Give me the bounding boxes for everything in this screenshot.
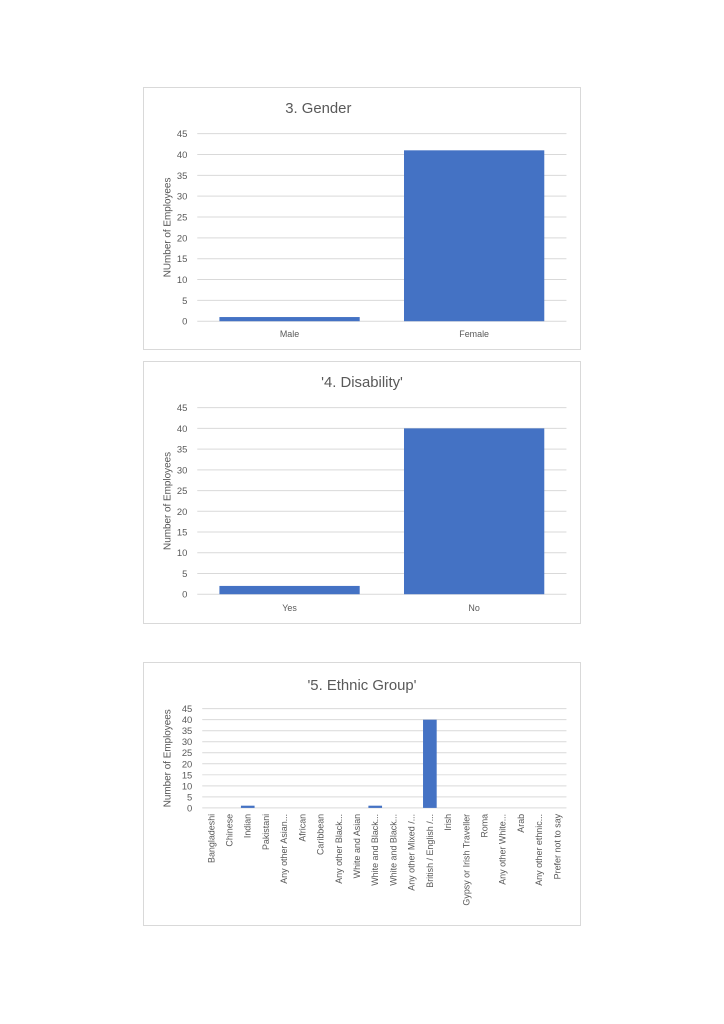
x-category-label: Irish [443, 814, 453, 831]
y-tick-label: 0 [182, 316, 187, 327]
x-category-label: Prefer not to say [552, 813, 562, 879]
y-tick-label: 25 [182, 747, 192, 758]
y-tick-label: 0 [182, 589, 187, 600]
y-tick-label: 40 [177, 423, 187, 434]
y-axis-label: Number of Employees [162, 709, 173, 807]
y-tick-label: 45 [177, 402, 187, 413]
chart-title: 3. Gender [285, 101, 351, 117]
x-category-label: Any other Black... [334, 814, 344, 884]
y-tick-label: 35 [177, 170, 187, 181]
disability-chart-svg: '4. Disability' 0 5 10 15 20 25 30 35 40 45 Number … [162, 375, 567, 613]
x-category-label: White and Black... [370, 814, 380, 886]
x-category-label: Any other Asian... [279, 814, 289, 884]
y-tick-label: 10 [177, 274, 187, 285]
x-category-label: British / English /... [425, 814, 435, 888]
x-category-label: Pakistani [261, 814, 271, 850]
x-category-label: Yes [282, 603, 297, 613]
y-tick-label: 15 [177, 253, 187, 264]
y-tick-label: 5 [187, 791, 192, 802]
y-tick-label: 15 [177, 527, 187, 538]
y-tick-label: 15 [182, 769, 192, 780]
x-category-label: Gypsy or Irish Traveller [461, 814, 471, 906]
x-category-label: Arab [516, 814, 526, 833]
y-axis-label: Number of Employees [162, 452, 173, 550]
bar [368, 805, 383, 808]
x-category-label: No [468, 603, 479, 613]
bar [403, 150, 545, 322]
y-tick-label: 30 [182, 736, 192, 747]
y-tick-label: 5 [182, 295, 187, 306]
y-tick-label: 0 [187, 802, 192, 813]
chart-title: '4. Disability' [321, 375, 403, 391]
chart-title: '5. Ethnic Group' [307, 678, 416, 694]
x-category-label: Any other White... [498, 814, 508, 885]
y-axis-label: NUmber of Employees [162, 178, 173, 278]
gender-chart: 3. Gender 0 5 10 15 20 25 30 35 40 45 NUmber of Emp… [143, 87, 581, 350]
y-tick-label: 20 [182, 758, 192, 769]
y-tick-label: 25 [177, 485, 187, 496]
disability-chart: '4. Disability' 0 5 10 15 20 25 30 35 40 45 Number … [143, 361, 581, 624]
y-tick-label: 20 [177, 506, 187, 517]
x-category-label: Bangladeshi [206, 814, 216, 863]
y-tick-label: 30 [177, 464, 187, 475]
y-tick-label: 5 [182, 568, 187, 579]
y-tick-label: 45 [182, 703, 192, 714]
x-category-label: Any other ethnic... [534, 814, 544, 886]
x-category-label: Chinese [225, 814, 235, 847]
x-category-label: White and Black... [388, 814, 398, 886]
x-category-label: White and Asian [352, 814, 362, 879]
bar [403, 428, 545, 595]
y-tick-label: 40 [182, 714, 192, 725]
ethnic-group-chart: '5. Ethnic Group' 0 5 10 15 20 25 30 35 40 45 Numbe… [143, 662, 581, 926]
bar [423, 719, 437, 808]
x-category-label: Indian [243, 814, 253, 838]
x-category-label: Caribbean [316, 814, 326, 855]
y-tick-label: 30 [177, 191, 187, 202]
gender-chart-svg: 3. Gender 0 5 10 15 20 25 30 35 40 45 NUmber of Emp… [162, 101, 567, 339]
y-tick-label: 35 [182, 725, 192, 736]
y-tick-label: 25 [177, 211, 187, 222]
y-tick-label: 35 [177, 444, 187, 455]
y-tick-label: 45 [177, 128, 187, 139]
y-tick-label: 10 [182, 780, 192, 791]
y-tick-label: 20 [177, 232, 187, 243]
x-category-label: African [297, 814, 307, 842]
x-category-label: Male [280, 329, 299, 339]
bar [219, 585, 360, 595]
x-category-label: Any other Mixed /... [407, 814, 417, 891]
y-tick-label: 10 [177, 547, 187, 558]
bar [240, 805, 255, 808]
x-category-label: Female [459, 329, 489, 339]
x-category-label: Roma [479, 814, 489, 838]
y-tick-label: 40 [177, 149, 187, 160]
bar [219, 317, 360, 322]
